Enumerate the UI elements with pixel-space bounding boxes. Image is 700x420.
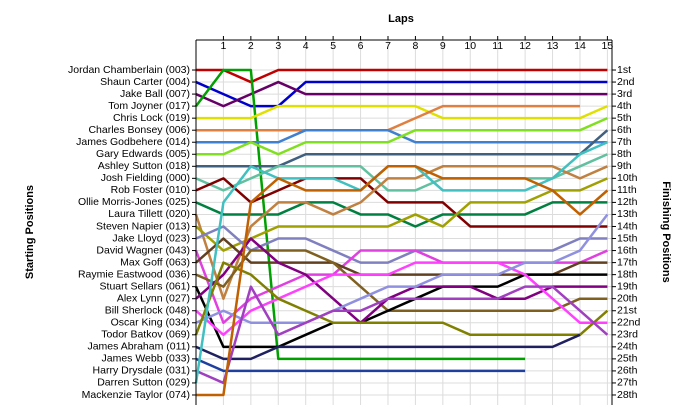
y-tick-label: James Abraham (011) [87, 341, 190, 353]
series-line [195, 80, 608, 108]
y2-tick-label: 8th [617, 148, 632, 160]
x-tick-label: 13 [547, 40, 559, 52]
y2-tick-label: 2nd [617, 76, 635, 88]
series-line [194, 165, 608, 300]
y2-tick-label: 27th [617, 377, 638, 389]
y-tick-label: Oscar King (034) [111, 317, 190, 329]
x-tick-label: 8 [412, 40, 418, 52]
y-tick-label: Bill Sherlock (048) [105, 305, 190, 317]
series-line [195, 213, 609, 325]
y-tick-label: Ashley Sutton (018) [98, 160, 190, 172]
y2-tick-label: 28th [617, 389, 638, 401]
y2-tick-label: 9th [617, 160, 632, 172]
y-tick-label: Tom Joyner (017) [108, 100, 190, 112]
x-tick-label: 1 [221, 40, 227, 52]
series-line [195, 285, 609, 385]
y-tick-label: Ollie Morris-Jones (025) [78, 196, 190, 208]
series-line [195, 237, 608, 325]
series-line [195, 225, 608, 264]
y2-tick-label: 15th [617, 232, 638, 244]
y-tick-label: Raymie Eastwood (036) [78, 268, 190, 280]
y-tick-label: James Godbehere (014) [76, 136, 190, 148]
y-tick-label: Jake Lloyd (023) [112, 232, 190, 244]
x-tick-label: 6 [358, 40, 364, 52]
y2-tick-label: 1st [617, 64, 631, 76]
y-tick-label: Jordan Chamberlain (003) [68, 64, 190, 76]
series-line [195, 177, 608, 252]
y2-tick-label: 26th [617, 365, 638, 377]
y2-tick-label: 18th [617, 268, 638, 280]
x-tick-label: 11 [492, 40, 503, 52]
series-line [196, 165, 609, 397]
y-tick-label: Mackenzie Taylor (074) [82, 389, 190, 401]
series-line [195, 177, 608, 228]
chart-title: Laps [388, 13, 414, 25]
y2-tick-label: 19th [617, 280, 638, 292]
series-line [195, 68, 526, 361]
y-tick-label: Chris Lock (019) [113, 112, 190, 124]
y2-tick-label: 11th [617, 184, 637, 196]
y2-tick-label: 5th [617, 112, 632, 124]
y-tick-label: Rob Foster (010) [111, 184, 190, 196]
series-line [196, 117, 608, 156]
x-tick-label: 14 [574, 40, 586, 52]
y-tick-label: Charles Bonsey (006) [88, 124, 190, 136]
y2-tick-label: 16th [617, 244, 638, 256]
y2-tick-label: 17th [617, 256, 638, 268]
y2-tick-label: 24th [617, 341, 638, 353]
y-tick-label: Laura Tillett (020) [108, 208, 190, 220]
x-tick-label: 15 [602, 40, 614, 52]
series-line [196, 68, 608, 84]
y-tick-label: Alex Lynn (027) [117, 292, 190, 304]
y2-tick-label: 25th [617, 353, 638, 365]
series-line [195, 333, 581, 361]
y-tick-label: Shaun Carter (004) [100, 76, 190, 88]
series-line [194, 273, 608, 349]
y-tick-label: Jake Ball (007) [120, 88, 190, 100]
y-axis-label: Starting Positions [24, 185, 36, 279]
y2-tick-label: 21st [617, 305, 637, 317]
y-tick-label: Gary Edwards (005) [96, 148, 190, 160]
x-tick-label: 7 [385, 40, 391, 52]
y-tick-label: Todor Batkov (069) [101, 329, 190, 341]
x-tick-label: 12 [519, 40, 531, 52]
series-line [195, 80, 608, 108]
y2-tick-label: 10th [617, 172, 638, 184]
x-tick-label: 3 [275, 40, 281, 52]
y2-tick-label: 6th [617, 124, 632, 136]
x-tick-label: 5 [330, 40, 336, 52]
x-tick-label: 4 [303, 40, 309, 52]
series-line [196, 129, 609, 168]
y-tick-label: Darren Sutton (029) [97, 377, 190, 389]
y-tick-label: Stuart Sellars (061) [100, 280, 190, 292]
x-tick-label: 10 [464, 40, 476, 52]
series-line [196, 104, 608, 120]
y-tick-label: Max Goff (063) [120, 256, 190, 268]
series-line [194, 261, 609, 337]
series-line [195, 357, 526, 373]
y2-tick-label: 22nd [617, 317, 641, 329]
y-tick-label: Harry Drysdale (031) [93, 365, 190, 377]
y2-tick-label: 23rd [617, 329, 638, 341]
y2-tick-label: 13th [617, 208, 638, 220]
x-tick-label: 2 [248, 40, 254, 52]
y-tick-label: Josh Fielding (000) [101, 172, 190, 184]
y2-tick-label: 4th [617, 100, 632, 112]
y2-tick-label: 7th [617, 136, 632, 148]
y2-tick-label: 12th [617, 196, 638, 208]
y-tick-label: James Webb (033) [101, 353, 190, 365]
y2-axis-label: Finishing Positions [660, 181, 672, 282]
y-tick-label: David Wagner (043) [96, 244, 190, 256]
y2-tick-label: 20th [617, 292, 638, 304]
y2-tick-label: 3rd [617, 88, 632, 100]
x-tick-label: 9 [440, 40, 446, 52]
lines [194, 68, 609, 397]
y2-tick-label: 14th [617, 220, 638, 232]
y-tick-label: Steven Napier (013) [96, 220, 190, 232]
